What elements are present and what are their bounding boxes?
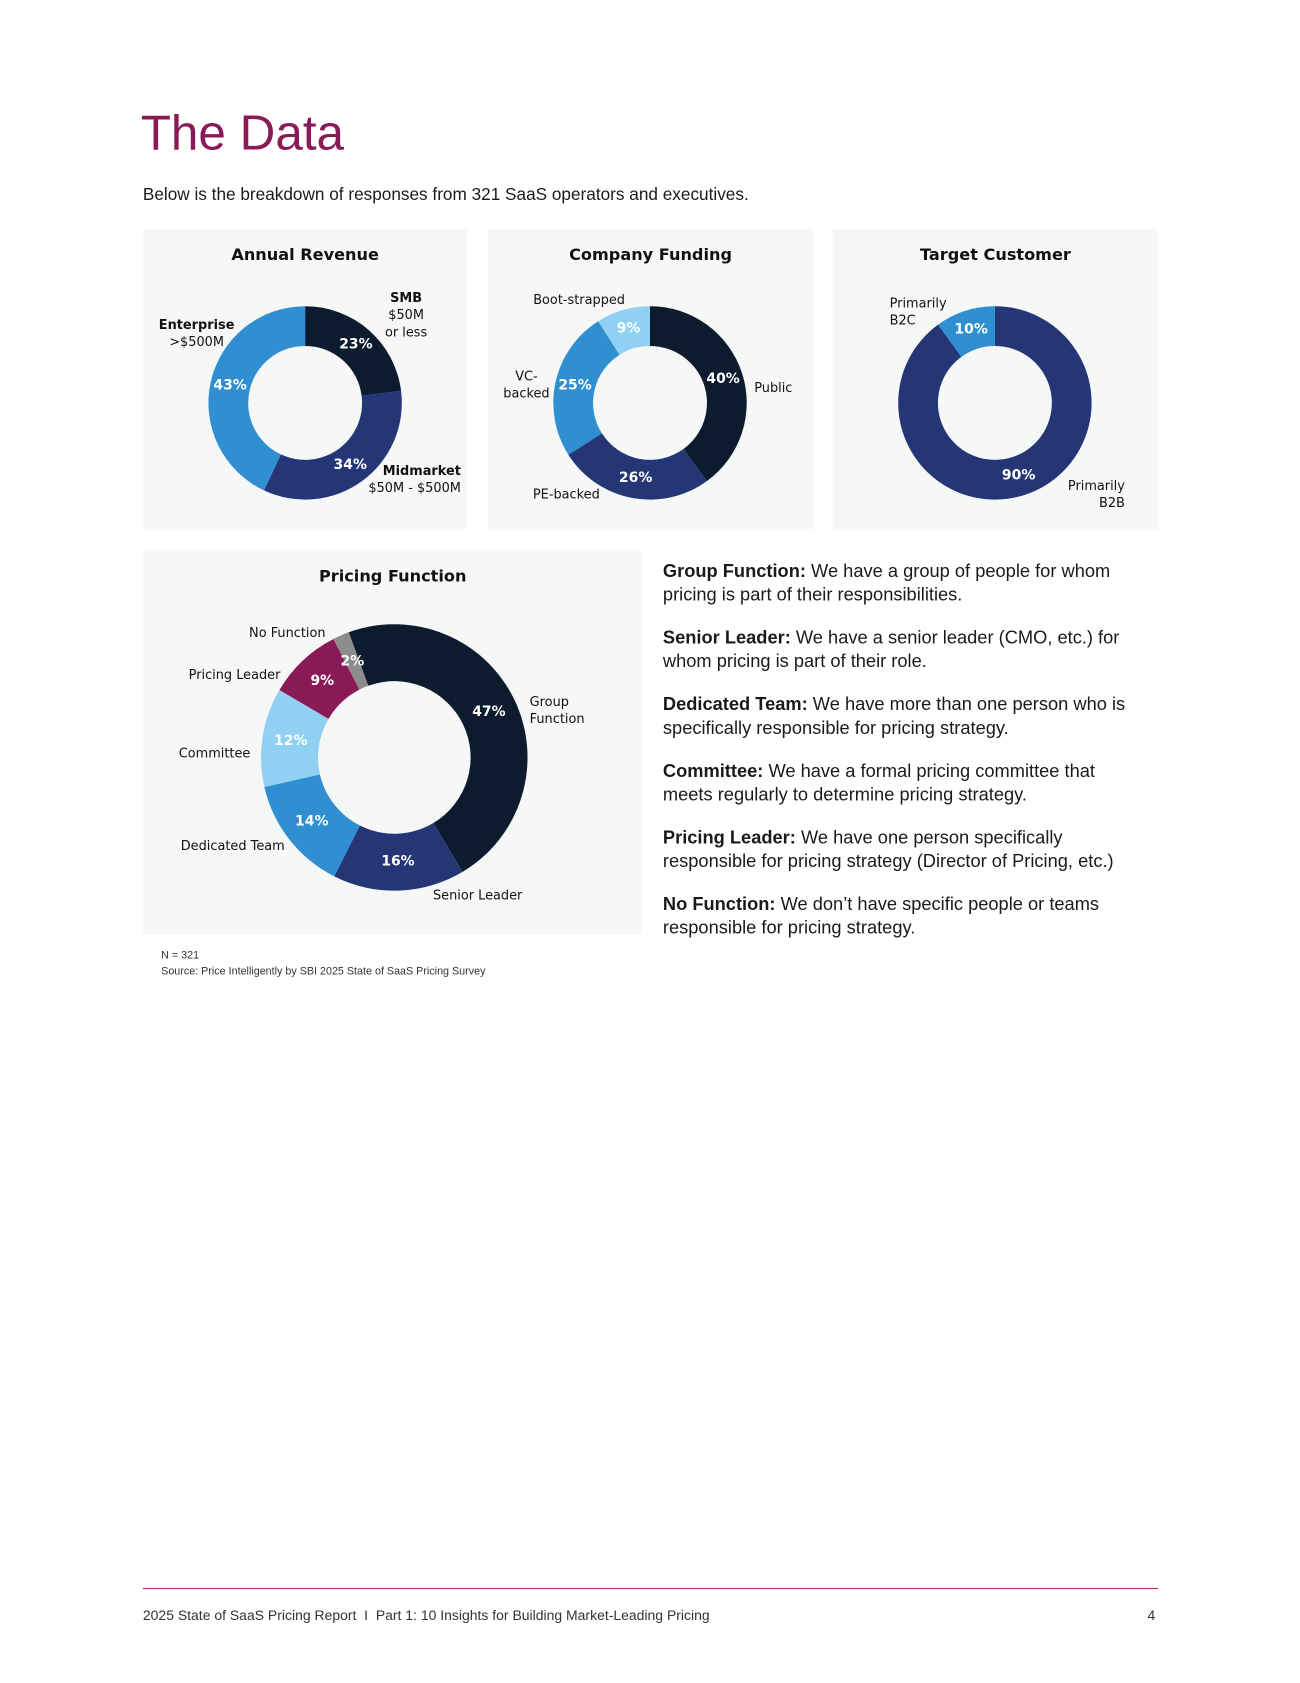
- definition-text: We have more than one person who is spec…: [662, 694, 1126, 739]
- chart-title: Target Customer: [919, 244, 1071, 265]
- donut-slice: [553, 321, 620, 455]
- category-label: Enterprise >$500M: [158, 316, 235, 350]
- definition-term: Pricing Leader:: [662, 827, 796, 848]
- donut-slice: [261, 690, 329, 787]
- value-label: 40%: [706, 371, 740, 388]
- category-label: Dedicated Team: [180, 838, 285, 854]
- donut-slice: [898, 306, 1092, 500]
- definition-text: We don’t have specific people or teams r…: [662, 893, 1100, 938]
- donut-slice: [334, 822, 463, 891]
- donut-slice: [598, 306, 651, 355]
- value-label: 9%: [616, 321, 641, 338]
- page-number: 4: [1147, 1607, 1156, 1624]
- donut-slice: [348, 624, 528, 872]
- value-label: 34%: [333, 456, 367, 474]
- value-label: 25%: [558, 378, 592, 395]
- footer-rule: [142, 1587, 1159, 1590]
- definition: Senior Leader: We have a senior leader (…: [663, 626, 1146, 673]
- donut-slice: [208, 306, 306, 491]
- category-label: Primarily B2B: [1067, 478, 1125, 511]
- value-label: 2%: [340, 653, 365, 670]
- donut-slice: [938, 306, 995, 357]
- chart-title: Company Funding: [569, 244, 733, 265]
- definition-text: We have a formal pricing committee that …: [662, 760, 1096, 805]
- subtitle: Below is the breakdown of responses from…: [142, 185, 749, 205]
- value-label: 10%: [954, 321, 988, 338]
- value-label: 16%: [381, 854, 415, 871]
- definitions: Group Function: We have a group of peopl…: [663, 560, 1146, 960]
- value-label: 47%: [472, 704, 506, 721]
- definition-term: Group Function:: [662, 560, 806, 582]
- source-note: Source: Price Intelligently by SBI 2025 …: [161, 965, 486, 978]
- donut-slice: [279, 638, 360, 719]
- donut-slice: [333, 632, 369, 690]
- definition: No Function: We don’t have specific peop…: [663, 893, 1146, 940]
- donut-slice: [263, 390, 402, 500]
- page-title: The Data: [140, 104, 345, 161]
- donut-slice: [264, 774, 360, 877]
- value-label: 90%: [1001, 467, 1036, 485]
- value-label: 9%: [310, 673, 335, 690]
- definition: Dedicated Team: We have more than one pe…: [663, 693, 1146, 740]
- category-label: Midmarket $50M - $500M: [368, 463, 461, 496]
- definition: Pricing Leader: We have one person speci…: [663, 826, 1146, 873]
- definition: Committee: We have a formal pricing comm…: [663, 760, 1146, 807]
- category-label: No Function: [249, 625, 326, 641]
- definition: Group Function: We have a group of peopl…: [663, 560, 1146, 607]
- definition-term: No Function:: [662, 893, 776, 915]
- value-label: 14%: [295, 813, 329, 830]
- category-label: Primarily B2C: [889, 295, 947, 328]
- definition-term: Committee:: [662, 760, 764, 782]
- category-label: Boot-strapped: [533, 292, 625, 308]
- category-label: SMB $50M or less: [384, 290, 428, 340]
- value-label: 12%: [274, 733, 308, 750]
- donut-slice: [650, 306, 747, 482]
- value-label: 43%: [213, 378, 247, 395]
- definition-term: Senior Leader:: [662, 627, 791, 648]
- definition-text: We have a group of people for whom prici…: [662, 560, 1111, 605]
- category-label: Pricing Leader: [188, 667, 281, 683]
- value-label: 23%: [339, 337, 373, 354]
- category-label: PE-backed: [532, 486, 600, 502]
- category-label: Group Function: [529, 694, 585, 727]
- donut-slice: [568, 433, 707, 500]
- chart-title: Annual Revenue: [231, 244, 379, 265]
- category-label: Senior Leader: [432, 887, 523, 903]
- chart-title: Pricing Function: [318, 566, 467, 586]
- footer-text: 2025 State of SaaS Pricing Report I Part…: [142, 1607, 710, 1624]
- donut-slice: [305, 306, 402, 396]
- definition-term: Dedicated Team:: [662, 694, 808, 715]
- note: N = 321: [161, 949, 200, 962]
- value-label: 26%: [618, 470, 653, 487]
- category-label: Committee: [178, 745, 251, 761]
- category-label: Public: [754, 380, 793, 396]
- category-label: VC- backed: [503, 368, 550, 401]
- definition-text: We have one person specifically responsi…: [662, 827, 1114, 872]
- definition-text: We have a senior leader (CMO, etc.) for …: [662, 627, 1120, 672]
